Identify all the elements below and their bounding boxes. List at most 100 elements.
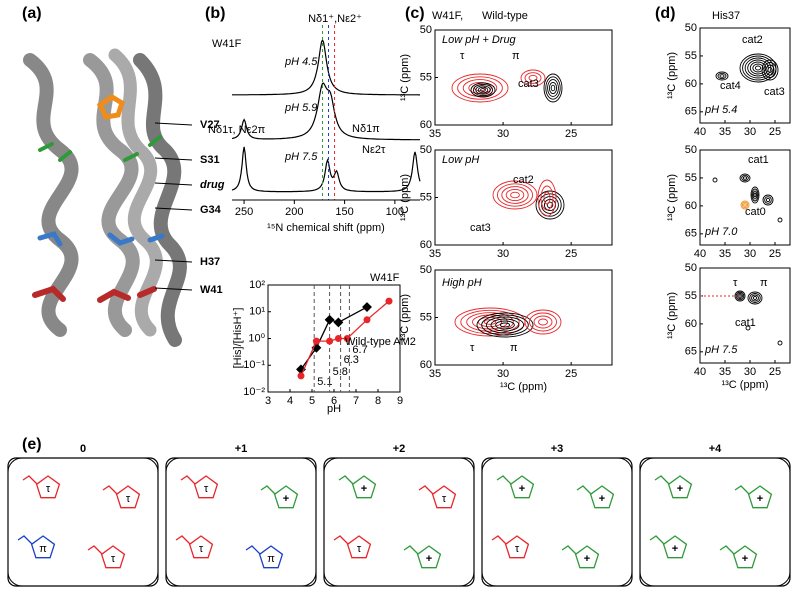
label-leader bbox=[154, 259, 193, 263]
contour bbox=[767, 67, 773, 73]
imidazole-ring bbox=[273, 485, 299, 509]
peak-label: cat3 bbox=[470, 222, 491, 234]
label-leader bbox=[154, 207, 193, 211]
side-chain bbox=[17, 535, 33, 545]
point bbox=[363, 316, 371, 324]
panel-label: (c) bbox=[405, 5, 425, 22]
contour bbox=[734, 290, 746, 302]
contour bbox=[749, 293, 761, 303]
contour bbox=[751, 188, 759, 202]
corner-arc bbox=[301, 571, 317, 587]
tautomer-label: τ bbox=[46, 483, 51, 495]
imidazole-ring bbox=[662, 535, 688, 559]
y-axis-label: ¹³C (ppm) bbox=[666, 52, 678, 99]
sample-label: W41F bbox=[212, 38, 242, 50]
tautomer-label: + bbox=[757, 493, 763, 505]
contour bbox=[457, 76, 503, 100]
corner-arc bbox=[7, 571, 23, 587]
y-tick-label: 10⁻¹ bbox=[243, 359, 265, 371]
y-tick-label: 65 bbox=[685, 106, 697, 118]
side-chain bbox=[576, 485, 592, 495]
tautomer-label: + bbox=[426, 553, 432, 565]
imidazole-ring bbox=[100, 545, 126, 569]
peak-label: cat0 bbox=[745, 206, 766, 218]
side-chain bbox=[260, 485, 276, 495]
corner-arc bbox=[481, 457, 497, 473]
peak-label: Nδ1π bbox=[352, 123, 380, 135]
contour bbox=[742, 176, 748, 180]
contour bbox=[499, 322, 511, 328]
y-tick-label: 10⁻² bbox=[243, 386, 265, 398]
legend-label: W41F bbox=[370, 272, 400, 284]
contour bbox=[477, 86, 489, 94]
y-axis-label: ¹³C (ppm) bbox=[399, 174, 411, 221]
tautomer-label: τ bbox=[515, 543, 520, 555]
imidazole-ring bbox=[504, 535, 530, 559]
corner-arc bbox=[639, 457, 655, 473]
charge-label: +1 bbox=[235, 443, 248, 455]
y-tick-label: 60 bbox=[420, 239, 432, 251]
condition-label: Low pH + Drug bbox=[442, 34, 517, 46]
point bbox=[312, 337, 320, 345]
contour bbox=[761, 59, 779, 81]
corner-arc bbox=[165, 571, 181, 587]
y-tick-label: 55 bbox=[420, 71, 432, 83]
corner-arc bbox=[323, 457, 339, 473]
tautomer-label: + bbox=[519, 483, 525, 495]
y-tick-label: 55 bbox=[685, 290, 697, 302]
x-tick-label: 25 bbox=[565, 368, 577, 380]
side-chain bbox=[22, 475, 38, 485]
y-tick-label: 60 bbox=[685, 200, 697, 212]
x-tick-label: 40 bbox=[694, 366, 706, 378]
tautomer-label: + bbox=[584, 553, 590, 565]
contour bbox=[719, 74, 725, 78]
contour bbox=[715, 71, 729, 81]
imidazole-ring bbox=[667, 475, 693, 499]
residue-label: G34 bbox=[200, 204, 222, 216]
spectrum-label: pH 7.5 bbox=[284, 151, 318, 163]
contour bbox=[505, 188, 525, 202]
y-tick-label: 10² bbox=[249, 279, 265, 291]
peak-label: cat3 bbox=[518, 78, 539, 90]
panel-label: (a) bbox=[22, 5, 42, 22]
contour bbox=[717, 72, 727, 80]
contour bbox=[740, 200, 750, 210]
y-tick-label: 55 bbox=[685, 50, 697, 62]
spectrum-box bbox=[699, 27, 791, 124]
side-chain bbox=[418, 485, 434, 495]
imidazole-ring bbox=[188, 535, 214, 559]
tautomer-label: + bbox=[677, 483, 683, 495]
contour bbox=[495, 320, 515, 330]
contour bbox=[743, 203, 747, 207]
contour bbox=[753, 192, 757, 198]
peak-label: cat1 bbox=[748, 154, 769, 166]
imidazole-ring bbox=[115, 485, 141, 509]
contour bbox=[765, 197, 771, 203]
x-tick-label: 35 bbox=[429, 368, 441, 380]
contour bbox=[739, 173, 751, 183]
legend-label: Wild-type AM2 bbox=[345, 336, 416, 348]
charge-label: +2 bbox=[393, 443, 406, 455]
imidazole-ring bbox=[747, 485, 773, 509]
contour bbox=[764, 196, 772, 204]
tautomer-label: + bbox=[672, 543, 678, 555]
label-leader bbox=[154, 182, 193, 186]
side-chain bbox=[496, 475, 512, 485]
contour bbox=[470, 82, 496, 98]
contour bbox=[510, 191, 520, 199]
corner-arc bbox=[7, 457, 23, 473]
imidazole-ring bbox=[732, 545, 758, 569]
peak-label: τ bbox=[470, 342, 475, 354]
contour bbox=[738, 294, 742, 298]
contour bbox=[492, 180, 538, 210]
x-tick-label: 35 bbox=[429, 248, 441, 260]
peak-label: τ bbox=[733, 277, 738, 289]
y-axis-label: ¹³C (ppm) bbox=[666, 292, 678, 339]
point bbox=[324, 314, 335, 325]
x-tick-label: 35 bbox=[719, 248, 731, 260]
x-tick-label: 30 bbox=[744, 126, 756, 138]
y-tick-label: 50 bbox=[685, 22, 697, 34]
contour bbox=[741, 201, 749, 209]
side-chain bbox=[561, 545, 577, 555]
x-tick-label: 200 bbox=[285, 206, 303, 218]
